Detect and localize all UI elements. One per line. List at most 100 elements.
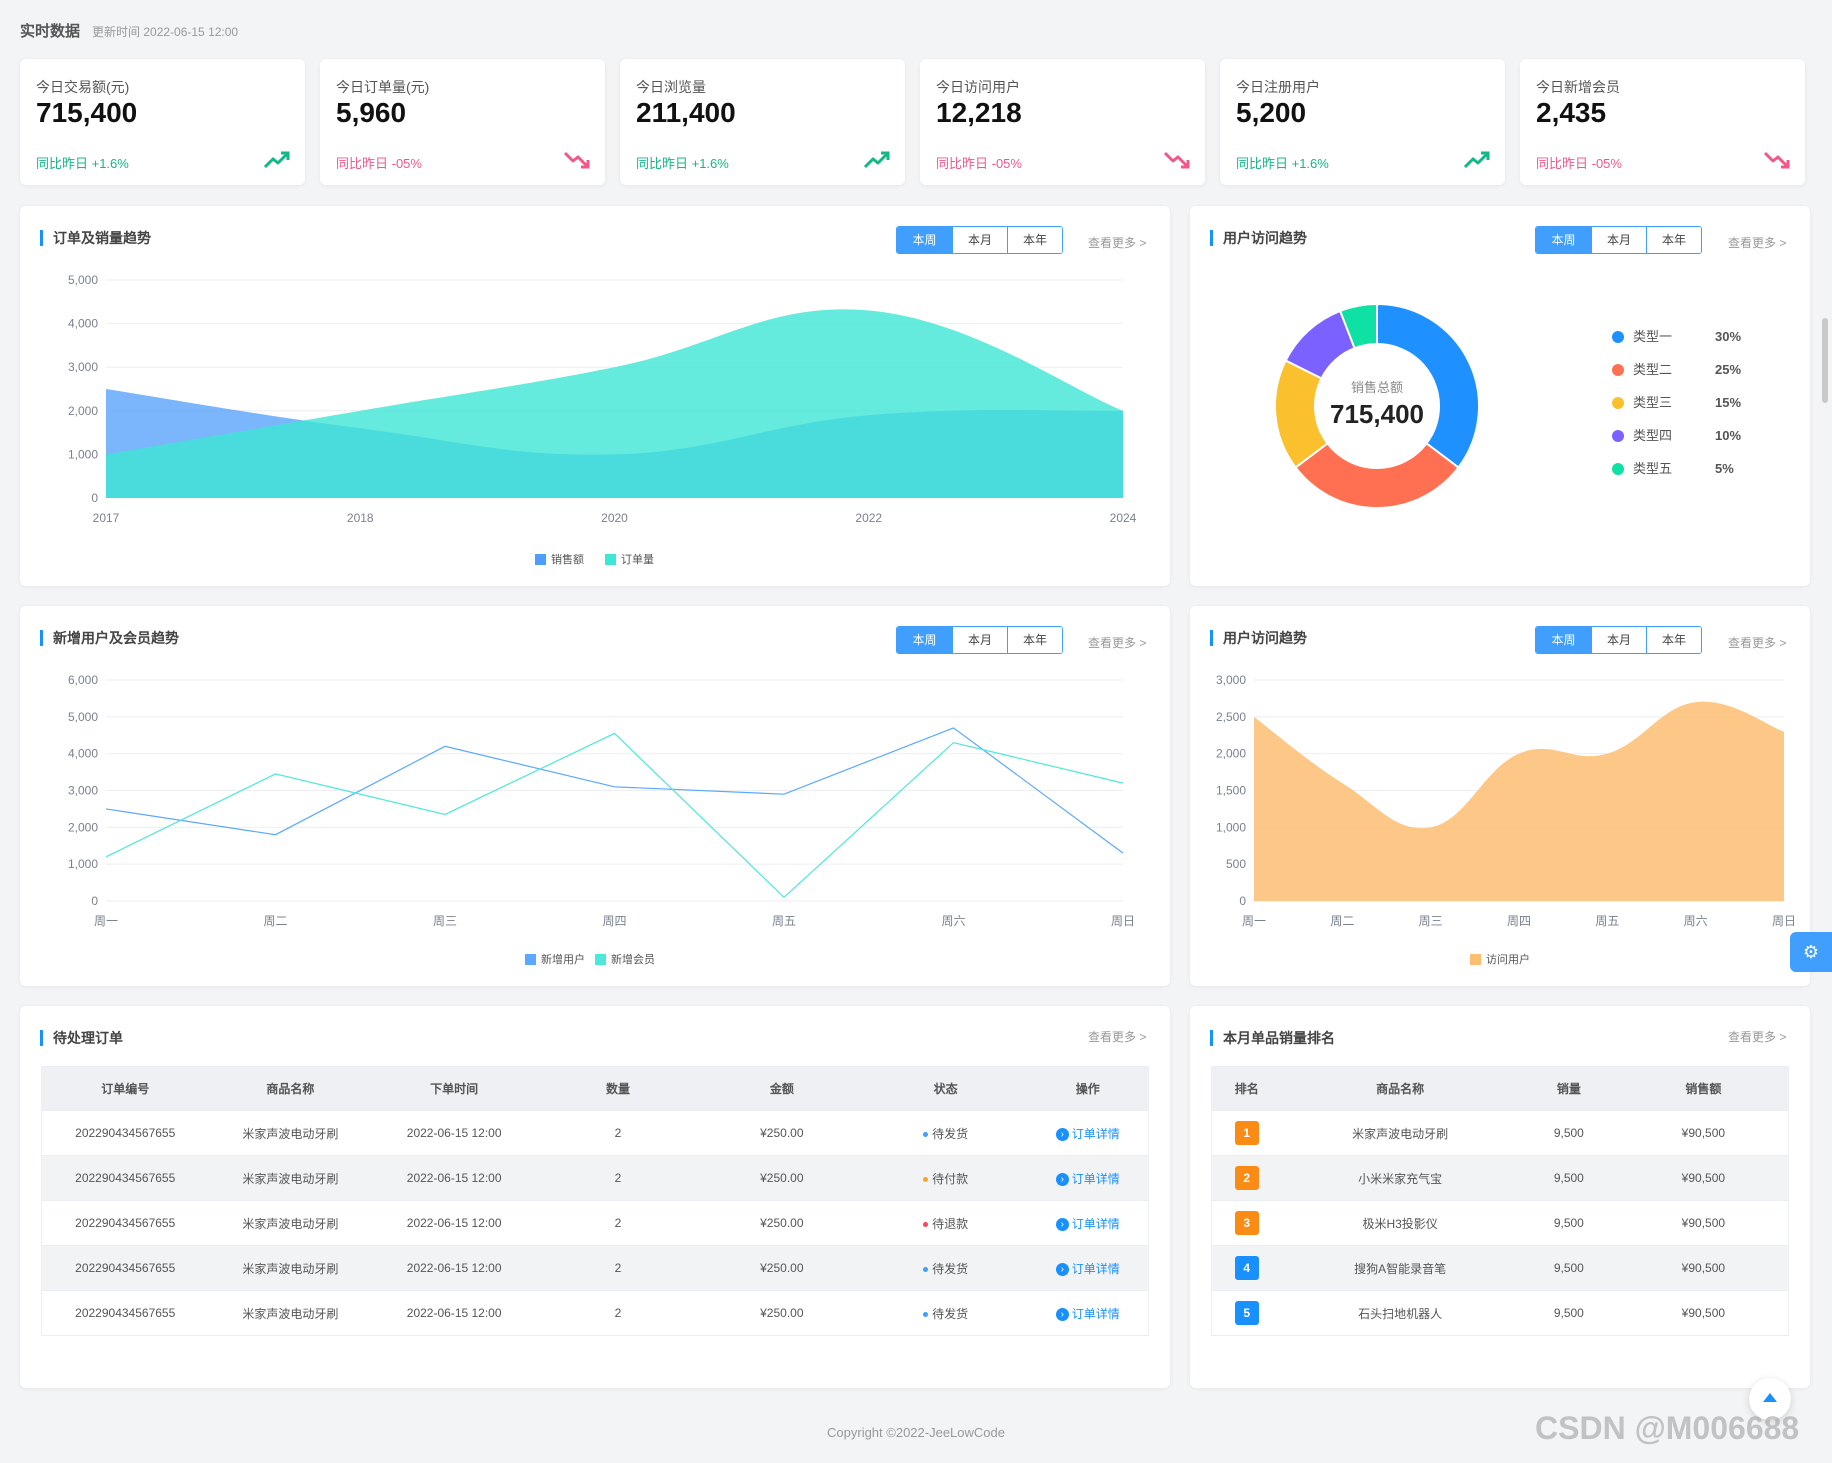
order-id: 202290434567655 (41, 1290, 209, 1336)
table-row: 202290434567655 米家声波电动牙刷 2022-06-15 12:0… (41, 1110, 1149, 1156)
new-users-panel: 新增用户及会员趋势 本周 本月 本年 查看更多 > 6,000 5,000 4,00… (20, 606, 1170, 986)
legend-dot (1612, 463, 1624, 475)
order-detail-link[interactable]: › 订单详情 (1055, 1127, 1120, 1141)
order-detail-label: 订单详情 (1071, 1261, 1120, 1276)
legend-label: 新增会员 (611, 952, 655, 966)
view-more-link[interactable]: 查看更多 > (1728, 236, 1787, 250)
legend-value: 25% (1715, 362, 1741, 377)
settings-gear-icon[interactable]: ⚙ (1790, 932, 1832, 972)
legend-label: 新增用户 (541, 952, 585, 966)
panel-title: 用户访问趋势 (1210, 630, 1307, 646)
table-row: 1 米家声波电动牙刷 9,500 ¥90,500 (1211, 1110, 1789, 1156)
table-row: 5 石头扫地机器人 9,500 ¥90,500 (1211, 1290, 1789, 1336)
stat-compare: 同比昨日 -05% (1536, 156, 1622, 171)
y-tick-label: 0 (1239, 894, 1246, 908)
stat-compare: 同比昨日 +1.6% (36, 156, 129, 171)
stat-value: 5,960 (336, 97, 407, 128)
order-qty: 2 (536, 1200, 700, 1246)
stat-label: 今日注册用户 (1236, 79, 1320, 95)
x-tick-label: 周五 (772, 914, 796, 928)
order-time: 2022-06-15 12:00 (372, 1290, 537, 1336)
rank-cell: 4 (1211, 1245, 1282, 1291)
series-line-新增用户 (105, 727, 1124, 854)
tab-year[interactable]: 本年 (1646, 627, 1701, 653)
y-tick-label: 3,000 (1216, 673, 1246, 687)
x-tick-label: 2022 (855, 511, 882, 525)
watermark: CSDN @M006688 (1535, 1410, 1800, 1446)
view-more-link[interactable]: 查看更多 > (1088, 1030, 1147, 1044)
status-text: 待付款 (932, 1171, 969, 1186)
y-tick-label: 3,000 (68, 360, 98, 374)
scrollbar-thumb[interactable] (1822, 318, 1828, 403)
x-tick-label: 周三 (433, 914, 457, 928)
status-dot (923, 1266, 929, 1272)
tab-week[interactable]: 本周 (897, 627, 952, 653)
product-amount: ¥90,500 (1618, 1200, 1789, 1246)
view-more-link[interactable]: 查看更多 > (1088, 236, 1147, 250)
legend-label: 类型一 (1633, 329, 1672, 344)
tab-year[interactable]: 本年 (1646, 227, 1701, 253)
rank-badge: 1 (1234, 1121, 1259, 1145)
user-visit-panel: 用户访问趋势 本周 本月 本年 查看更多 > 销售总额 715,400 类型一 30%… (1190, 206, 1810, 586)
tab-week[interactable]: 本周 (1536, 627, 1591, 653)
back-to-top-button[interactable] (1749, 1378, 1791, 1420)
order-detail-label: 订单详情 (1071, 1171, 1120, 1186)
order-detail-link[interactable]: › 订单详情 (1055, 1216, 1120, 1231)
order-detail-link[interactable]: › 订单详情 (1055, 1171, 1120, 1186)
panel-title: 本月单品销量排名 (1210, 1030, 1335, 1046)
product-name: 米家声波电动牙刷 (208, 1245, 373, 1291)
order-action: › 订单详情 (1027, 1290, 1149, 1336)
legend-swatch (525, 954, 536, 965)
trend-down-icon (1163, 151, 1190, 169)
chevron-right-icon: › (1055, 1217, 1069, 1231)
tab-week[interactable]: 本周 (1536, 227, 1591, 253)
legend-swatch (535, 554, 546, 565)
new-users-chart: 6,000 5,000 4,000 3,000 2,000 1,000 0 周一 周二 周三 周四 周… (68, 673, 1135, 966)
order-time: 2022-06-15 12:00 (372, 1110, 537, 1156)
order-detail-label: 订单详情 (1071, 1216, 1120, 1231)
tab-year[interactable]: 本年 (1007, 227, 1062, 253)
order-detail-link[interactable]: › 订单详情 (1055, 1261, 1120, 1276)
order-detail-link[interactable]: › 订单详情 (1055, 1307, 1120, 1321)
panel-title: 用户访问趋势 (1210, 230, 1307, 246)
tab-week[interactable]: 本周 (897, 227, 952, 253)
trend-down-icon (563, 151, 590, 169)
table-row: 202290434567655 米家声波电动牙刷 2022-06-15 12:0… (41, 1200, 1149, 1246)
legend-value: 5% (1715, 461, 1734, 476)
status-dot (923, 1311, 929, 1317)
order-action: › 订单详情 (1027, 1200, 1149, 1246)
tab-month[interactable]: 本月 (952, 627, 1007, 653)
update-time: 更新时间 2022-06-15 12:00 (92, 25, 239, 39)
product-name: 米家声波电动牙刷 (208, 1290, 373, 1336)
x-tick-label: 周六 (1684, 914, 1708, 928)
view-more-link[interactable]: 查看更多 > (1088, 636, 1147, 650)
chevron-right-icon: › (1055, 1262, 1069, 1276)
view-more-link[interactable]: 查看更多 > (1728, 1030, 1787, 1044)
order-amount: ¥250.00 (699, 1245, 864, 1291)
order-id: 202290434567655 (41, 1155, 209, 1201)
period-tabs: 本周 本月 本年 (896, 226, 1063, 254)
tab-month[interactable]: 本月 (1591, 227, 1646, 253)
view-more-link[interactable]: 查看更多 > (1728, 636, 1787, 650)
product-name: 米家声波电动牙刷 (208, 1110, 373, 1156)
tab-month[interactable]: 本月 (1591, 627, 1646, 653)
status-text: 待发货 (932, 1126, 969, 1141)
x-tick-label: 2024 (1110, 511, 1137, 525)
order-qty: 2 (536, 1245, 700, 1291)
table-header: 商品名称 (208, 1066, 373, 1111)
chevron-right-icon: › (1055, 1172, 1069, 1186)
product-name: 搜狗A智能录音笔 (1281, 1245, 1519, 1291)
order-qty: 2 (536, 1110, 700, 1156)
status-text: 待发货 (932, 1306, 969, 1321)
legend-swatch (605, 554, 616, 565)
order-amount: ¥250.00 (699, 1290, 864, 1336)
period-tabs: 本周 本月 本年 (1535, 626, 1702, 654)
tab-year[interactable]: 本年 (1007, 627, 1062, 653)
legend-value: 10% (1715, 428, 1741, 443)
order-status: 待退款 (863, 1200, 1028, 1246)
product-name: 石头扫地机器人 (1281, 1290, 1519, 1336)
table-header: 订单编号 (41, 1066, 209, 1111)
status-dot (923, 1131, 929, 1137)
tab-month[interactable]: 本月 (952, 227, 1007, 253)
product-sales: 9,500 (1518, 1245, 1619, 1291)
